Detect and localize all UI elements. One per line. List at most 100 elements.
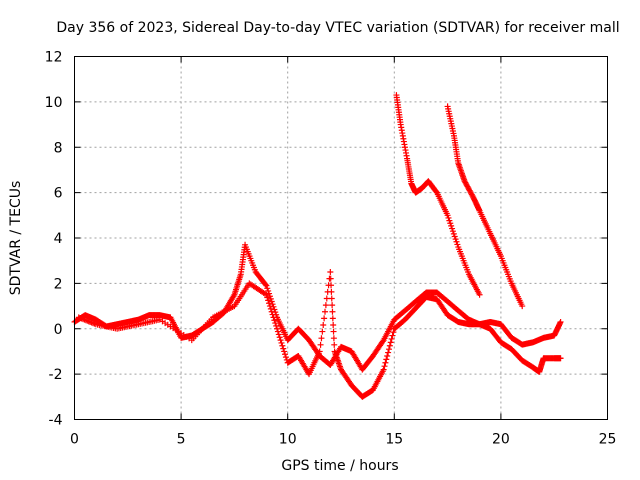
y-tick-labels: -4 -2 0 2 4 6 8 10 12 [45, 50, 63, 429]
data-point [389, 332, 396, 339]
data-point [330, 328, 337, 335]
data-point [327, 269, 334, 276]
y-tick-label: 6 [54, 186, 63, 202]
series-group [444, 103, 526, 310]
data-point [316, 348, 323, 355]
data-point [266, 303, 273, 310]
data-point [282, 351, 289, 358]
data-point [385, 346, 392, 353]
x-tick-label: 5 [177, 432, 186, 448]
data-point [331, 341, 338, 348]
y-tick-label: -2 [49, 367, 63, 383]
data-point [264, 294, 271, 301]
y-tick-label: -4 [49, 413, 63, 429]
data-point [476, 291, 483, 298]
data-point [329, 308, 336, 315]
x-tick-label: 15 [385, 432, 403, 448]
y-tick-label: 8 [54, 140, 63, 156]
data-point [269, 311, 276, 318]
data-point [321, 315, 328, 322]
data-point [446, 217, 453, 224]
data-point [451, 233, 458, 240]
data-point [280, 345, 287, 352]
data-point [329, 315, 336, 322]
plot-frame [74, 56, 608, 420]
data-point [263, 291, 270, 298]
data-point [453, 238, 460, 245]
data-point [276, 334, 283, 341]
data-point [265, 297, 272, 304]
data-point [265, 287, 272, 294]
y-tick-label: 0 [54, 322, 63, 338]
data-point [327, 275, 334, 282]
data-point [281, 348, 288, 355]
data-point [274, 325, 281, 332]
data-point [270, 314, 277, 321]
data-point [380, 366, 387, 373]
data-point [282, 354, 289, 361]
x-tick-label: 0 [70, 432, 79, 448]
data-point [388, 335, 395, 342]
data-point [387, 339, 394, 346]
data-point [382, 359, 389, 366]
data-point [330, 335, 337, 342]
data-point [328, 282, 335, 289]
data-point [390, 329, 397, 336]
data-point [445, 214, 452, 221]
data-point [320, 321, 327, 328]
data-point [330, 321, 337, 328]
data-point [277, 337, 284, 344]
y-tick-label: 12 [45, 50, 63, 66]
data-point [449, 228, 456, 235]
data-point [379, 338, 386, 345]
data-point [384, 352, 391, 359]
data-point [279, 342, 286, 349]
data-point [519, 303, 526, 310]
data-point [383, 356, 390, 363]
data-point [450, 230, 457, 237]
data-point [557, 318, 564, 325]
data-point [271, 317, 278, 324]
data-point [264, 285, 271, 292]
data-point [317, 341, 324, 348]
data-point [452, 236, 459, 243]
chart-title: Day 356 of 2023, Sidereal Day-to-day VTE… [56, 20, 619, 36]
data-point [262, 281, 269, 288]
data-point [274, 328, 281, 335]
data-point [386, 342, 393, 349]
series-group [75, 269, 564, 400]
x-tick-label: 25 [599, 432, 617, 448]
data-point [268, 308, 275, 315]
data-point [322, 308, 329, 315]
data-point [322, 302, 329, 309]
data-point [328, 295, 335, 302]
data-point [449, 225, 456, 232]
data-point [444, 212, 451, 219]
data-point [266, 300, 273, 307]
data-point [385, 349, 392, 356]
x-tick-labels: 0 5 10 15 20 25 [70, 432, 616, 448]
data-point [447, 220, 454, 227]
data-point [557, 355, 564, 362]
x-tick-label: 20 [492, 432, 510, 448]
series-group [393, 92, 483, 298]
x-tick-label: 10 [279, 432, 297, 448]
data-point [448, 222, 455, 229]
y-tick-label: 2 [54, 276, 63, 292]
y-axis-label: SDTVAR / TECUs [8, 181, 24, 296]
data-point [275, 331, 282, 338]
data-point [381, 363, 388, 370]
y-tick-label: 4 [54, 231, 63, 247]
data-point [319, 328, 326, 335]
data-point [318, 335, 325, 342]
data-point [278, 339, 285, 346]
data-point [272, 320, 279, 327]
data-points [71, 92, 564, 400]
data-point [273, 322, 280, 329]
data-point [263, 282, 270, 289]
data-point [328, 288, 335, 295]
data-point [329, 302, 336, 309]
x-axis-label: GPS time / hours [281, 458, 398, 474]
data-point [454, 241, 461, 248]
